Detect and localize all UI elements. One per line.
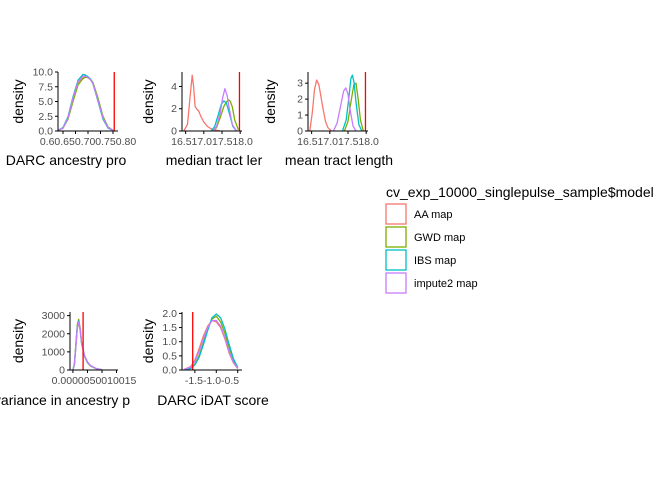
y-tick-label: 0.0 — [38, 126, 53, 138]
y-tick-label: 7.5 — [38, 81, 53, 93]
y-tick-label: 0 — [297, 126, 303, 138]
y-tick-label: 2 — [171, 103, 177, 115]
density-line-ibs-map — [341, 74, 363, 132]
legend-title: cv_exp_10000_singlepulse_sample$model — [386, 184, 654, 200]
x-axis-title: median tract ler — [166, 152, 263, 168]
legend-key-gwd-map — [385, 226, 407, 248]
y-tick-label: 2.5 — [38, 111, 53, 123]
y-tick-label: 2.0 — [162, 308, 177, 320]
y-tick-label: 0 — [171, 126, 177, 138]
legend-label: AA map — [414, 209, 453, 221]
y-axis-title: density — [140, 79, 156, 123]
y-tick-label: 1000 — [42, 346, 66, 358]
legend: cv_exp_10000_singlepulse_sample$model AA… — [385, 184, 654, 294]
y-tick-label: 2 — [297, 94, 303, 106]
y-axis-title: density — [10, 319, 26, 363]
legend-key-impute2-map — [385, 272, 407, 294]
x-tick-labels: 16.517.017.518.0 — [297, 136, 379, 148]
x-tick-labels: -1.5-1.0-0.5 — [185, 375, 239, 387]
density-line-impute2-map — [332, 87, 357, 132]
x-tick-labels: 16.517.017.518.0 — [171, 136, 253, 148]
y-tick-label: 0.0 — [162, 365, 177, 377]
x-axis-title: mean tract length — [285, 152, 393, 168]
panel-variance-ancestry: 0 1000 2000 3000 0.0000050010015 density va… — [0, 310, 136, 408]
y-tick-label: 0.5 — [162, 350, 177, 362]
legend-label: GWD map — [414, 232, 465, 244]
y-tick-label: 4 — [171, 81, 177, 93]
density-line-aa-map — [183, 74, 221, 132]
x-tick-labels: 0.60.650.700.750.80 — [40, 136, 137, 148]
y-axis-title: density — [10, 79, 26, 123]
y-tick-label: 0 — [59, 365, 65, 377]
x-axis-title: DARC iDAT score — [157, 392, 269, 408]
legend-label: impute2 map — [414, 278, 478, 290]
y-tick-label: 10.0 — [33, 67, 54, 79]
panel-darc-idat-score: 0.0 0.5 1.0 1.5 2.0 -1.5-1.0-0.5 density DAR… — [140, 308, 269, 408]
panel-median-tract-length: 0 2 4 16.517.017.518.0 density median trac… — [140, 72, 263, 168]
density-line-impute2-map — [57, 75, 114, 131]
legend-label: IBS map — [414, 255, 456, 267]
y-tick-label: 5.0 — [38, 96, 53, 108]
y-tick-label: 1 — [297, 110, 303, 122]
panel-darc-ancestry: 0.0 2.5 5.0 7.5 10.0 0.60.650.700.750.80 den… — [6, 67, 137, 169]
y-tick-label: 1.5 — [162, 322, 177, 334]
legend-key-aa-map — [385, 203, 407, 225]
y-tick-label: 2000 — [42, 328, 66, 340]
x-axis-title: variance in ancestry p — [0, 392, 130, 408]
density-line-impute2-map — [183, 319, 239, 371]
y-axis-title: density — [140, 319, 156, 363]
x-tick-labels: 0.0000050010015 — [52, 375, 137, 387]
legend-key-ibs-map — [385, 249, 407, 271]
density-line-impute2-map — [72, 321, 103, 371]
density-line-ibs-map — [183, 313, 239, 371]
density-line-aa-map — [309, 79, 333, 132]
y-axis-title: density — [262, 79, 278, 123]
y-tick-label: 3000 — [42, 310, 66, 322]
y-tick-label: 1.0 — [162, 336, 177, 348]
x-axis-title: DARC ancestry pro — [6, 152, 127, 168]
density-line-impute2-map — [212, 88, 238, 132]
panel-mean-tract-length: 0 1 2 3 16.517.017.518.0 density mean tract… — [262, 72, 393, 168]
y-tick-label: 3 — [297, 78, 303, 90]
